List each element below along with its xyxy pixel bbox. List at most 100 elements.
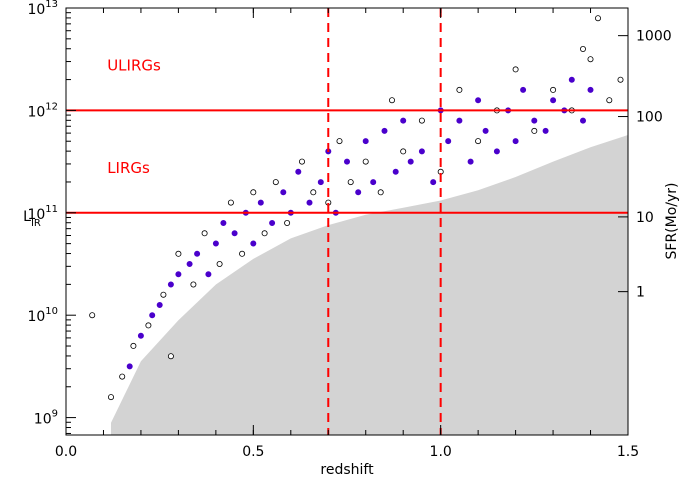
y-tick-label: 1013 bbox=[27, 0, 58, 18]
open-point bbox=[175, 250, 182, 257]
open-point bbox=[190, 281, 197, 288]
filled-point bbox=[370, 179, 377, 186]
open-point bbox=[606, 97, 613, 104]
filled-point bbox=[257, 199, 264, 206]
filled-point bbox=[550, 97, 557, 104]
filled-point bbox=[512, 138, 519, 145]
open-point bbox=[362, 158, 369, 165]
open-point bbox=[388, 97, 395, 104]
filled-point bbox=[280, 189, 287, 196]
open-point bbox=[377, 189, 384, 196]
filled-point bbox=[400, 117, 407, 124]
filled-point bbox=[269, 219, 276, 226]
region-label: ULIRGs bbox=[107, 56, 161, 74]
filled-point bbox=[456, 117, 463, 124]
open-point bbox=[284, 219, 291, 226]
plot-frame bbox=[65, 7, 629, 436]
filled-point bbox=[381, 127, 388, 134]
open-point bbox=[595, 15, 602, 22]
x-tick-label: 1.5 bbox=[617, 444, 639, 460]
x-axis-title: redshift bbox=[320, 462, 374, 478]
filled-point bbox=[231, 230, 238, 237]
y-tick-label: 1011 bbox=[27, 204, 58, 223]
open-point bbox=[108, 394, 115, 401]
filled-point bbox=[542, 127, 549, 134]
filled-point bbox=[317, 179, 324, 186]
filled-point bbox=[580, 117, 587, 124]
filled-point bbox=[587, 86, 594, 93]
x-tick-label: 0.0 bbox=[55, 444, 77, 460]
filled-point bbox=[430, 179, 437, 186]
filled-point bbox=[520, 86, 527, 93]
filled-point bbox=[467, 158, 474, 165]
open-point bbox=[347, 179, 354, 186]
filled-point bbox=[355, 189, 362, 196]
y-right-tick-label: 100 bbox=[636, 110, 663, 126]
axis-labels-layer: ULIRGs LIRGs 0.0 0.5 1.0 1.5 109 1010 1011 1012 10… bbox=[27, 0, 671, 460]
open-point bbox=[201, 230, 208, 237]
filled-point bbox=[475, 97, 482, 104]
filled-point bbox=[306, 199, 313, 206]
open-point bbox=[531, 127, 538, 134]
y-right-tick-label: 1000 bbox=[636, 29, 672, 45]
open-point bbox=[617, 76, 624, 83]
filled-point bbox=[156, 301, 163, 308]
open-point bbox=[216, 260, 223, 267]
open-point bbox=[239, 250, 246, 257]
open-point bbox=[298, 158, 305, 165]
y-tick-label: 1010 bbox=[27, 306, 58, 325]
axis-ticks-layer bbox=[65, 7, 629, 435]
detection-limit-region bbox=[110, 135, 628, 435]
open-point bbox=[119, 373, 126, 380]
open-point bbox=[250, 189, 257, 196]
filled-point bbox=[445, 138, 452, 145]
filled-point bbox=[175, 271, 182, 278]
filled-point bbox=[186, 260, 193, 267]
filled-point bbox=[407, 158, 414, 165]
filled-point bbox=[531, 117, 538, 124]
open-point bbox=[580, 46, 587, 53]
open-point bbox=[261, 230, 268, 237]
filled-point bbox=[418, 148, 425, 155]
scatter-points-layer bbox=[89, 15, 624, 401]
filled-point bbox=[343, 158, 350, 165]
open-point bbox=[587, 56, 594, 63]
filled-point bbox=[362, 138, 369, 145]
filled-point bbox=[212, 240, 219, 247]
filled-point bbox=[149, 312, 156, 319]
open-point bbox=[89, 312, 96, 319]
filled-point bbox=[220, 219, 227, 226]
filled-point bbox=[493, 148, 500, 155]
open-point bbox=[145, 322, 152, 329]
filled-point bbox=[205, 271, 212, 278]
region-label: LIRGs bbox=[107, 159, 150, 177]
filled-point bbox=[482, 127, 489, 134]
open-point bbox=[512, 66, 519, 73]
open-point bbox=[475, 138, 482, 145]
filled-point bbox=[126, 363, 133, 370]
open-point bbox=[310, 189, 317, 196]
reference-lines-layer bbox=[66, 8, 628, 435]
filled-point bbox=[194, 250, 201, 257]
filled-point bbox=[167, 281, 174, 288]
filled-point bbox=[250, 240, 257, 247]
open-point bbox=[130, 342, 137, 349]
y-right-tick-label: 1 bbox=[636, 285, 645, 301]
x-tick-label: 1.0 bbox=[430, 444, 452, 460]
open-point bbox=[550, 86, 557, 93]
open-point bbox=[456, 86, 463, 93]
open-point bbox=[167, 353, 174, 360]
open-point bbox=[400, 148, 407, 155]
detection-limit-region-layer bbox=[110, 135, 628, 435]
y-tick-label: 109 bbox=[34, 409, 58, 428]
filled-point bbox=[568, 76, 575, 83]
filled-point bbox=[392, 168, 399, 175]
open-point bbox=[336, 138, 343, 145]
open-point bbox=[227, 199, 234, 206]
y-right-tick-label: 10 bbox=[636, 210, 654, 226]
open-point bbox=[160, 291, 167, 298]
open-point bbox=[418, 117, 425, 124]
y-right-axis-title: SFR(Mo/yr) bbox=[664, 183, 680, 260]
filled-point bbox=[295, 168, 302, 175]
